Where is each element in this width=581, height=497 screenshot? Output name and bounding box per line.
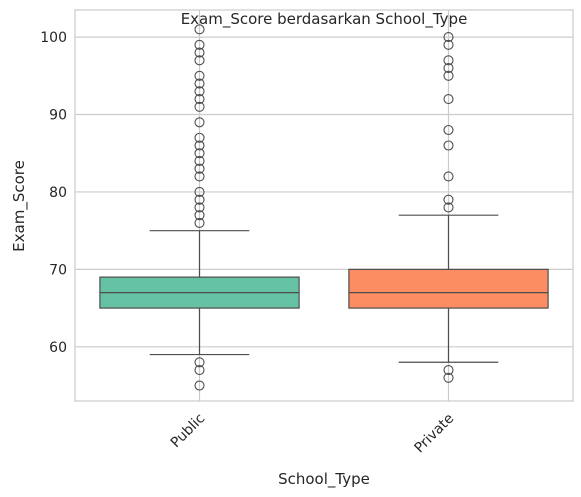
outlier-point <box>194 132 205 143</box>
outlier-point <box>443 93 454 105</box>
outlier-point <box>194 86 205 97</box>
outlier-point <box>194 70 205 81</box>
outlier-point <box>443 70 454 81</box>
y-tick-label: 90 <box>49 108 67 124</box>
outlier-point <box>194 364 205 376</box>
outlier-point <box>194 171 205 182</box>
outlier-point <box>194 117 205 128</box>
grid-lines <box>75 10 573 401</box>
outlier-point <box>443 202 454 213</box>
outlier-point <box>194 47 205 58</box>
y-tick-label: 70 <box>49 262 67 278</box>
iqr-box <box>348 268 549 309</box>
chart-title: Exam_Score berdasarkan School_Type <box>181 10 468 29</box>
outlier-point <box>194 39 205 50</box>
plot-frame <box>74 9 574 402</box>
x-tick-label: Private <box>411 411 457 457</box>
outlier-point <box>443 39 454 50</box>
outlier-point <box>443 171 454 182</box>
outlier-point <box>194 148 205 159</box>
outlier-point <box>194 357 205 368</box>
outlier-point <box>443 55 454 66</box>
outlier-point <box>194 78 205 89</box>
outlier-point <box>194 93 205 105</box>
outlier-point <box>443 364 454 376</box>
outlier-point <box>443 194 454 205</box>
outlier-point <box>194 380 205 391</box>
outlier-point <box>194 155 205 167</box>
outlier-point <box>194 210 205 221</box>
box-public <box>99 24 300 391</box>
x-axis-label: School_Type <box>278 470 370 489</box>
outlier-point <box>194 163 205 174</box>
outlier-point <box>194 24 205 35</box>
outlier-point <box>194 217 205 228</box>
outlier-point <box>194 202 205 213</box>
x-tick-label: Public <box>168 411 209 452</box>
y-tick-label: 100 <box>40 30 67 46</box>
x-tick-labels: Public Private <box>168 411 458 457</box>
y-tick-label: 80 <box>49 185 67 201</box>
outlier-point <box>194 140 205 151</box>
outlier-point <box>194 186 205 198</box>
outlier-point <box>443 32 454 43</box>
outlier-point <box>443 372 454 383</box>
box-private <box>348 32 549 383</box>
outlier-point <box>443 124 454 136</box>
y-tick-label: 60 <box>49 340 67 356</box>
y-tick-labels: 60 70 80 90 100 <box>40 30 67 356</box>
y-axis-label: Exam_Score <box>10 160 29 252</box>
outlier-point <box>443 63 454 74</box>
box-group <box>99 24 549 391</box>
outlier-point <box>194 194 205 205</box>
outlier-point <box>194 101 205 112</box>
outlier-point <box>194 55 205 66</box>
outlier-point <box>443 140 454 151</box>
